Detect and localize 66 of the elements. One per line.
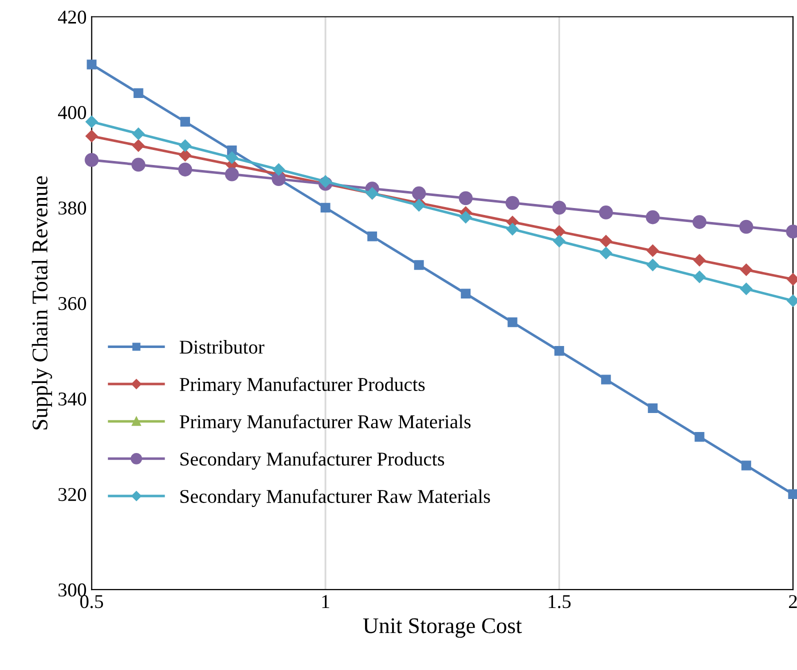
legend-label: Primary Manufacturer Products xyxy=(180,377,425,396)
point xyxy=(693,270,706,284)
y-tick-label: 340 xyxy=(58,392,86,406)
point xyxy=(788,489,797,499)
point xyxy=(86,60,97,70)
point xyxy=(694,432,704,442)
point xyxy=(600,235,612,248)
point xyxy=(178,162,192,176)
point xyxy=(134,88,144,98)
point xyxy=(741,460,752,470)
point xyxy=(646,258,659,272)
x-tick-label: 1.5 xyxy=(548,595,571,608)
legend-label: Secondary Manufacturer Raw Materials xyxy=(180,489,490,508)
y-tick-label: 320 xyxy=(58,488,86,502)
point xyxy=(739,220,754,234)
point xyxy=(180,116,190,127)
point xyxy=(412,186,426,200)
point xyxy=(646,210,660,224)
point xyxy=(458,191,473,206)
x-axis-title: Unit Storage Cost xyxy=(363,618,522,638)
point xyxy=(272,163,285,176)
y-tick-label: 360 xyxy=(58,296,86,310)
point xyxy=(552,200,566,215)
y-axis-title: Supply Chain Total Revenue xyxy=(32,176,52,430)
point xyxy=(506,196,520,210)
point xyxy=(553,225,566,238)
point xyxy=(692,215,706,229)
point xyxy=(84,153,99,167)
x-tick-label: 1 xyxy=(322,595,330,608)
point xyxy=(599,206,613,220)
y-tick-label: 400 xyxy=(58,106,86,120)
point xyxy=(367,231,378,242)
point xyxy=(506,223,519,236)
point xyxy=(414,260,424,270)
point xyxy=(319,175,332,188)
point xyxy=(508,317,518,328)
legend-label: Secondary Manufacturer Products xyxy=(180,452,444,470)
point xyxy=(740,264,752,276)
point xyxy=(460,288,471,298)
point xyxy=(693,254,706,266)
y-tick-label: 300 xyxy=(58,583,86,597)
point xyxy=(320,202,330,213)
point xyxy=(600,246,612,260)
point xyxy=(412,199,426,212)
point xyxy=(554,346,564,356)
point xyxy=(86,116,98,128)
point xyxy=(224,167,239,182)
point xyxy=(131,158,146,172)
point xyxy=(601,374,611,384)
x-tick-label: 0.5 xyxy=(80,595,104,608)
point xyxy=(226,151,238,164)
point xyxy=(553,235,566,248)
point xyxy=(460,211,472,224)
point xyxy=(740,282,752,295)
point xyxy=(132,140,145,152)
point xyxy=(132,128,145,140)
y-tick-label: 420 xyxy=(58,10,86,24)
point xyxy=(179,149,192,162)
legend-label: Distributor xyxy=(180,340,264,354)
point xyxy=(648,403,658,414)
legend-label: Primary Manufacturer Raw Materials xyxy=(180,414,471,432)
point xyxy=(86,130,98,142)
point xyxy=(179,140,192,152)
x-tick-label: 2 xyxy=(789,595,797,608)
point xyxy=(646,244,659,257)
y-tick-label: 380 xyxy=(58,202,86,215)
